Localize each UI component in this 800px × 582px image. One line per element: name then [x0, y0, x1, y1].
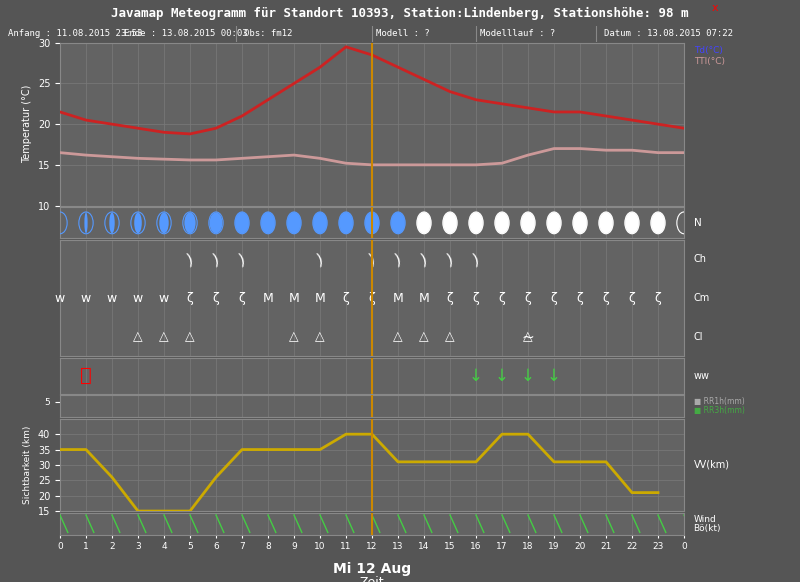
- Ellipse shape: [547, 212, 561, 233]
- Text: w: w: [133, 292, 143, 304]
- Ellipse shape: [339, 212, 353, 233]
- Ellipse shape: [210, 212, 222, 233]
- Text: ζ: ζ: [525, 292, 531, 304]
- Text: Datum : 13.08.2015 07:22: Datum : 13.08.2015 07:22: [604, 29, 733, 38]
- Text: ): ): [367, 251, 377, 268]
- Y-axis label: Sichtbarkeit (km): Sichtbarkeit (km): [23, 426, 32, 504]
- Ellipse shape: [470, 212, 482, 233]
- Text: Cm: Cm: [694, 293, 710, 303]
- Text: ): ): [238, 251, 246, 268]
- Text: ζ: ζ: [602, 292, 610, 304]
- Text: ): ): [446, 251, 454, 268]
- Text: ζ: ζ: [238, 292, 246, 304]
- Text: ζ: ζ: [446, 292, 454, 304]
- Text: ): ): [186, 251, 194, 268]
- Text: ζ: ζ: [473, 292, 479, 304]
- Ellipse shape: [391, 212, 405, 233]
- Ellipse shape: [159, 212, 169, 233]
- Text: △: △: [445, 330, 455, 343]
- Text: w: w: [55, 292, 65, 304]
- Text: ζ: ζ: [213, 292, 219, 304]
- Text: ↓: ↓: [521, 367, 535, 385]
- Text: △: △: [185, 330, 195, 343]
- Ellipse shape: [443, 212, 457, 233]
- Text: △: △: [523, 330, 533, 343]
- Text: Modell : ?: Modell : ?: [376, 29, 430, 38]
- Text: Cl: Cl: [694, 332, 703, 342]
- Text: ζ: ζ: [342, 292, 350, 304]
- Text: Mi 12 Aug: Mi 12 Aug: [333, 562, 411, 576]
- Y-axis label: Temperatur (°C): Temperatur (°C): [22, 85, 32, 164]
- Text: ↓: ↓: [495, 367, 509, 385]
- Text: ζ: ζ: [498, 292, 506, 304]
- Text: ■ RR3h(mm): ■ RR3h(mm): [694, 406, 745, 415]
- Text: ζ: ζ: [577, 292, 583, 304]
- Text: 〈: 〈: [80, 366, 92, 385]
- Text: M: M: [289, 292, 299, 304]
- Text: ζ: ζ: [369, 292, 375, 304]
- Text: ■ RR1h(mm): ■ RR1h(mm): [694, 398, 744, 406]
- Text: ζ: ζ: [629, 292, 635, 304]
- Text: ): ): [471, 251, 481, 268]
- Text: ↓: ↓: [547, 367, 561, 385]
- Ellipse shape: [287, 212, 301, 233]
- Text: Ende : 13.08.2015 00:03: Ende : 13.08.2015 00:03: [124, 29, 248, 38]
- Text: Ch: Ch: [694, 254, 706, 264]
- Ellipse shape: [84, 212, 88, 233]
- Ellipse shape: [134, 212, 142, 233]
- Text: ): ): [211, 251, 221, 268]
- Ellipse shape: [235, 212, 249, 233]
- Text: w: w: [81, 292, 91, 304]
- Text: M: M: [418, 292, 430, 304]
- Text: Wind: Wind: [694, 514, 716, 524]
- Ellipse shape: [599, 212, 613, 233]
- Text: w: w: [107, 292, 117, 304]
- Ellipse shape: [626, 212, 638, 233]
- Text: △: △: [393, 330, 403, 343]
- Text: △: △: [289, 330, 299, 343]
- Text: ): ): [419, 251, 429, 268]
- Text: w: w: [159, 292, 169, 304]
- Text: Zeit: Zeit: [360, 576, 384, 582]
- Ellipse shape: [651, 212, 665, 233]
- Text: ww: ww: [694, 371, 710, 381]
- Text: △: △: [159, 330, 169, 343]
- Ellipse shape: [418, 212, 430, 233]
- Text: Obs: fm12: Obs: fm12: [244, 29, 292, 38]
- Text: ζ: ζ: [654, 292, 662, 304]
- Ellipse shape: [314, 212, 326, 233]
- Text: △: △: [133, 330, 143, 343]
- Text: Modelllauf : ?: Modelllauf : ?: [480, 29, 555, 38]
- Ellipse shape: [495, 212, 509, 233]
- Ellipse shape: [262, 212, 274, 233]
- Text: Bö(kt): Bö(kt): [694, 524, 721, 533]
- Text: Td(°C): Td(°C): [694, 46, 722, 55]
- Text: △: △: [419, 330, 429, 343]
- Text: Anfang : 11.08.2015 23:53: Anfang : 11.08.2015 23:53: [8, 29, 142, 38]
- Ellipse shape: [522, 212, 534, 233]
- Text: ): ): [315, 251, 325, 268]
- Text: ↓: ↓: [469, 367, 483, 385]
- Text: M: M: [262, 292, 274, 304]
- Text: VV(km): VV(km): [694, 460, 730, 470]
- Text: TTI(°C): TTI(°C): [694, 58, 725, 66]
- Text: ): ): [394, 251, 402, 268]
- Text: M: M: [314, 292, 326, 304]
- Ellipse shape: [574, 212, 586, 233]
- Text: M: M: [393, 292, 403, 304]
- Text: △: △: [315, 330, 325, 343]
- Ellipse shape: [110, 212, 114, 233]
- Text: ζ: ζ: [186, 292, 194, 304]
- Ellipse shape: [184, 212, 196, 233]
- Text: x: x: [712, 3, 718, 13]
- Text: ~: ~: [522, 329, 534, 344]
- Ellipse shape: [366, 212, 378, 233]
- Text: Javamap Meteogramm für Standort 10393, Station:Lindenberg, Stationshöhe: 98 m: Javamap Meteogramm für Standort 10393, S…: [111, 6, 689, 20]
- Text: ζ: ζ: [550, 292, 558, 304]
- Text: N: N: [694, 218, 702, 228]
